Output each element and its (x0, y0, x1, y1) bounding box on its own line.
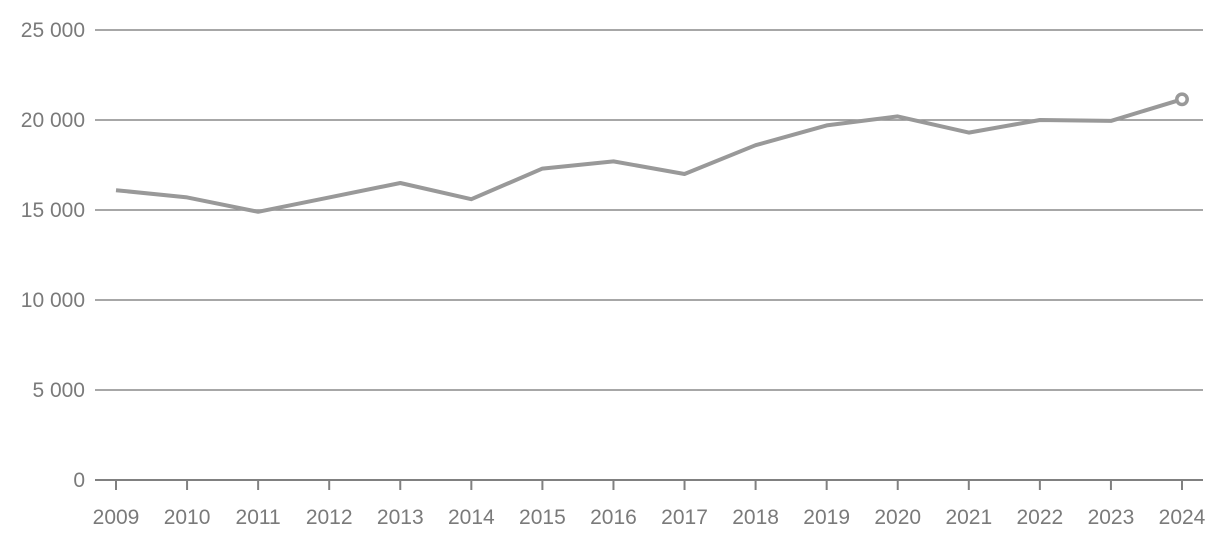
data-line (115, 97, 1183, 214)
x-axis-label-2012: 2012 (306, 506, 353, 529)
x-axis-label-2021: 2021 (945, 506, 992, 529)
x-axis-label-2022: 2022 (1017, 506, 1064, 529)
x-axis-label-2024: 2024 (1159, 506, 1206, 529)
endpoint-marker (1175, 92, 1189, 107)
y-axis-label-10000: 10 000 (21, 289, 85, 312)
x-axis-label-2020: 2020 (874, 506, 921, 529)
x-axis-label-2009: 2009 (93, 506, 140, 529)
x-axis-label-2011: 2011 (236, 506, 281, 529)
x-axis-label-2017: 2017 (661, 506, 708, 529)
x-axis-label-2015: 2015 (519, 506, 566, 529)
x-axis-label-2016: 2016 (590, 506, 637, 529)
x-axis-label-2018: 2018 (732, 506, 779, 529)
y-axis-label-15000: 15 000 (21, 199, 85, 222)
x-axis-label-2019: 2019 (803, 506, 850, 529)
x-axis-label-2010: 2010 (164, 506, 211, 529)
y-axis-label-20000: 20 000 (21, 109, 85, 132)
x-axis-label-2014: 2014 (448, 506, 495, 529)
x-axis-label-2013: 2013 (377, 506, 424, 529)
y-axis-label-5000: 5 000 (32, 379, 85, 402)
x-axis-label-2023: 2023 (1088, 506, 1135, 529)
y-axis-label-25000: 25 000 (21, 19, 85, 42)
y-axis-label-0: 0 (73, 469, 85, 492)
